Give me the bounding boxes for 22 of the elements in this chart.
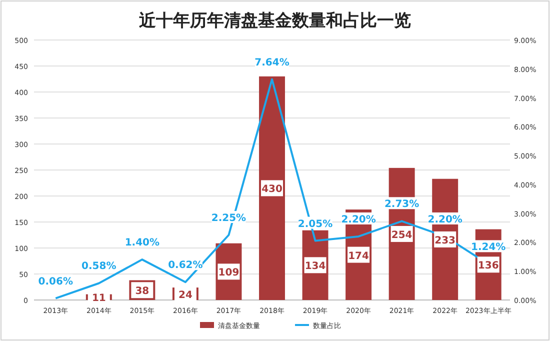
data-label: 2.20% [428,214,462,226]
data-label: 24 [178,290,192,301]
data-label: 1.24% [471,242,506,254]
data-label: 254 [391,230,412,241]
data-label: 0.06% [38,276,73,288]
data-label: 2.20% [341,214,376,226]
data-label: 2.25% [211,213,246,224]
data-label: 109 [218,268,240,279]
data-label: 7.64% [254,57,290,68]
data-label: 0.58% [82,261,116,272]
data-label: 2.73% [384,199,420,210]
data-label: 136 [478,260,499,272]
chart-title: 近十年历年清盘基金数量和占比一览 [138,11,411,31]
data-label: 134 [304,261,326,272]
data-label: 38 [135,286,150,298]
data-label: 11 [92,293,106,304]
data-label: 174 [348,250,370,262]
data-label: 233 [434,235,456,246]
data-label: 430 [262,184,282,196]
data-label: 2.05% [298,218,333,230]
data-label: 0.62% [168,260,203,272]
data-label: 1.40% [124,238,160,249]
